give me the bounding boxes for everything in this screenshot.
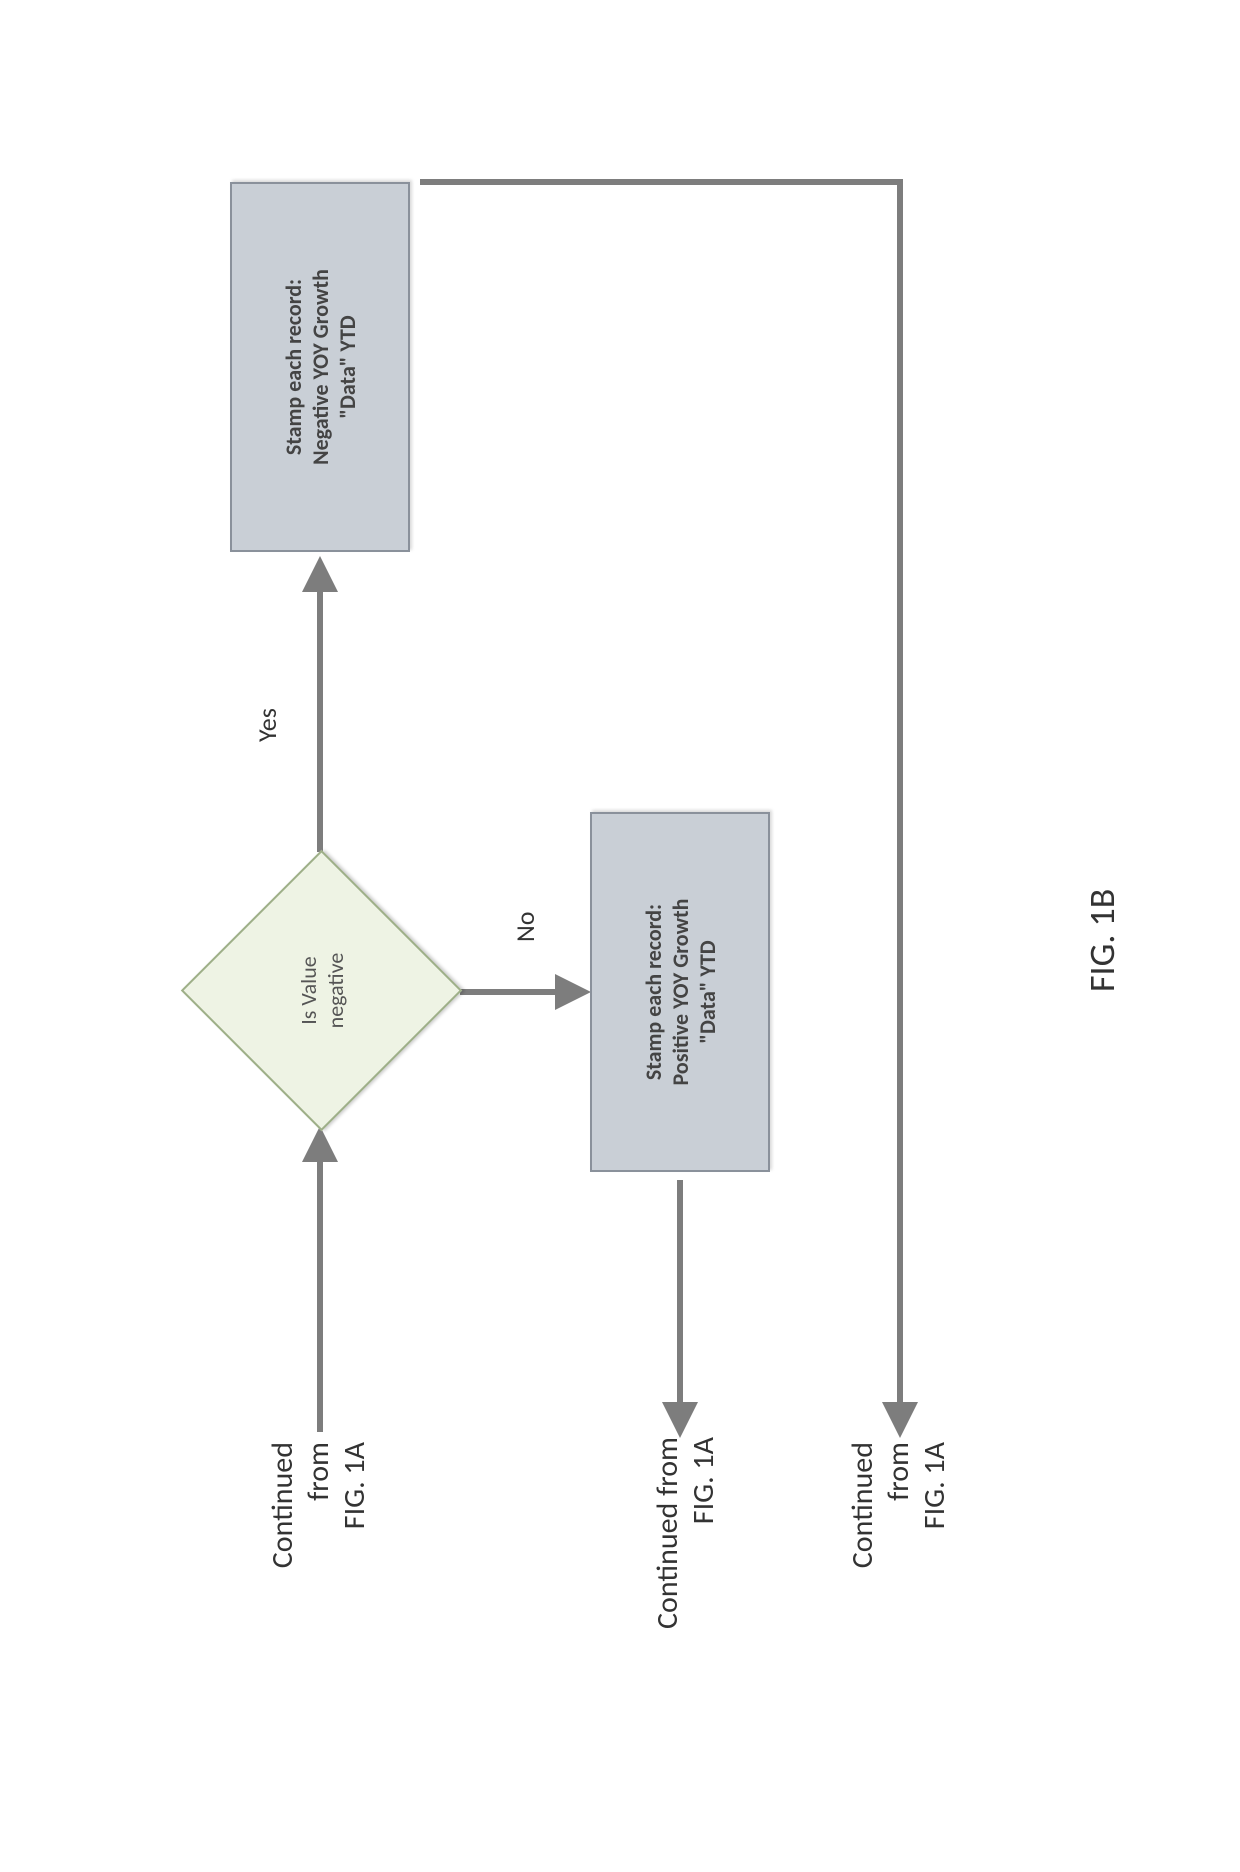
process-negative-growth: Stamp each record:Negative YOY Growth"Da… <box>230 182 410 552</box>
figure-caption: FIG. 1B <box>1080 889 1124 992</box>
label-continued-bot: ContinuedfromFIG. 1A <box>845 1442 953 1642</box>
process-negative-text: Stamp each record:Negative YOY Growth"Da… <box>280 269 361 465</box>
process-positive-growth: Stamp each record:Positive YOY Growth"Da… <box>590 812 770 1172</box>
label-continued-top: ContinuedfromFIG. 1A <box>265 1442 373 1642</box>
rotated-stage: Is Valuenegative Stamp each record:Negat… <box>0 0 1240 1872</box>
decision-text: Is Valuenegative <box>295 953 349 1029</box>
edge-label-no: No <box>510 912 541 943</box>
edge-label-yes: Yes <box>252 708 283 742</box>
figure-canvas: Is Valuenegative Stamp each record:Negat… <box>0 0 1240 1872</box>
label-continued-mid: Continued fromFIG. 1A <box>650 1437 722 1677</box>
arrow-bot-out <box>420 182 900 1432</box>
process-positive-text: Stamp each record:Positive YOY Growth"Da… <box>640 899 721 1086</box>
